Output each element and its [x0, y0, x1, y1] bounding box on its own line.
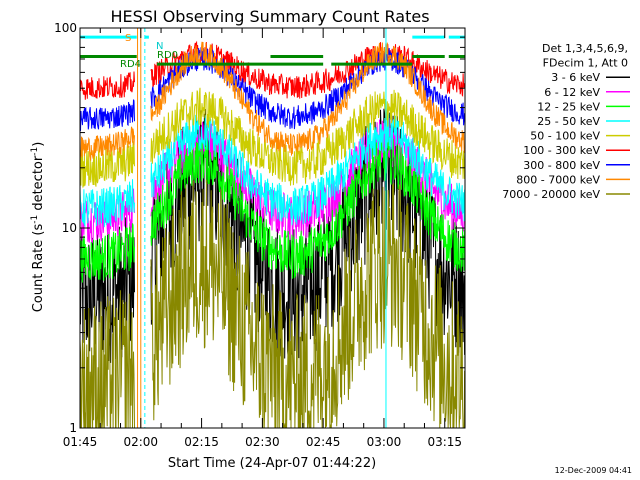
xtick-label-4: 02:45	[306, 435, 341, 449]
xtick-label-2: 02:15	[184, 435, 219, 449]
flag-label-s: S	[125, 33, 131, 44]
legend-label-5: 100 - 300 keV	[523, 144, 600, 157]
chart-title: HESSI Observing Summary Count Rates	[110, 7, 429, 26]
legend: Det 1,3,4,5,6,9, FDecim 1, Att 03 - 6 keV…	[502, 42, 630, 201]
xtick-label-5: 03:00	[367, 435, 402, 449]
xtick-label-6: 03:15	[427, 435, 462, 449]
series-line-8-1	[150, 179, 465, 428]
series-line-6-0	[80, 99, 135, 131]
series-line-4-0	[80, 141, 135, 188]
series-line-7-1	[150, 41, 465, 156]
xtick-label-3: 02:30	[245, 435, 280, 449]
legend-label-6: 300 - 800 keV	[523, 159, 600, 172]
x-axis-title: Start Time (24-Apr-07 01:44:22)	[168, 456, 376, 471]
ytick-label-2: 100	[54, 21, 77, 35]
series-line-3-0	[80, 179, 135, 228]
legend-header-0: Det 1,3,4,5,6,9,	[542, 42, 628, 55]
legend-label-7: 800 - 7000 keV	[516, 173, 600, 186]
footer-date: 12-Dec-2009 04:41	[555, 466, 632, 475]
series-line-8-0	[80, 290, 135, 428]
y-axis-title: Count Rate (s-1 detector-1)	[30, 142, 46, 313]
flag-label-rd4: RD4	[120, 59, 141, 70]
legend-label-2: 12 - 25 keV	[537, 100, 600, 113]
title-group: HESSI Observing Summary Count Rates	[110, 7, 429, 26]
series-line-2-1	[150, 136, 465, 279]
legend-label-4: 50 - 100 keV	[530, 130, 600, 143]
xtick-label-1: 02:00	[123, 435, 158, 449]
y-axis-label: Count Rate (s-1 detector-1)	[30, 142, 46, 313]
xtick-label-0: 01:45	[63, 435, 98, 449]
legend-label-3: 25 - 50 keV	[537, 115, 600, 128]
series-line-2-0	[80, 223, 135, 283]
legend-label-8: 7000 - 20000 keV	[502, 188, 600, 201]
series-line-5-0	[80, 71, 135, 100]
series-line-3-1	[150, 113, 465, 226]
ytick-label-1: 10	[62, 221, 77, 235]
legend-header-1: FDecim 1, Att 0	[543, 57, 628, 70]
flag-label-n: N	[156, 41, 163, 52]
series-line-7-0	[80, 126, 135, 162]
flag-label-rd0: RD0	[157, 50, 178, 61]
series-line-1-0	[80, 188, 135, 245]
data-traces	[80, 40, 465, 428]
legend-label-1: 6 - 12 keV	[544, 86, 600, 99]
ytick-label-0: 1	[69, 421, 77, 435]
legend-label-0: 3 - 6 keV	[551, 71, 600, 84]
series-line-4-1	[150, 87, 465, 186]
